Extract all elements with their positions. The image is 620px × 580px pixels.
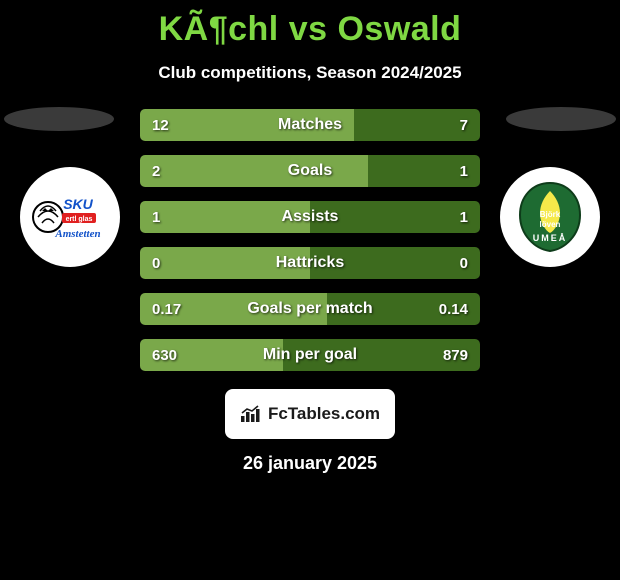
team-logo-right: Björk löven UMEÅ [500,167,600,267]
stat-value-right: 1 [460,163,468,180]
stat-value-right: 879 [443,347,468,364]
bar-segment-left [140,109,354,141]
svg-text:SKU: SKU [63,196,93,212]
svg-text:Björk: Björk [540,210,561,219]
shadow-ellipse-left [4,107,114,131]
chart-icon [240,405,262,423]
stat-value-left: 12 [152,117,169,134]
bar-segment-right [310,201,480,233]
page-title: KÃ¶chl vs Oswald [0,0,620,49]
bar-segment-left [140,201,310,233]
stat-bars-container: 127Matches21Goals11Assists00Hattricks0.1… [140,109,480,371]
svg-text:ertl glas: ertl glas [66,216,93,223]
bar-segment-right [310,247,480,279]
brand-badge: FcTables.com [225,389,395,439]
bar-segment-left [140,247,310,279]
sku-amstetten-icon: SKU ertl glas Amstetten [30,187,110,247]
stat-row: 630879Min per goal [140,339,480,371]
team-logo-left: SKU ertl glas Amstetten [20,167,120,267]
svg-text:löven: löven [540,220,561,229]
stat-value-left: 0 [152,255,160,272]
stat-value-right: 0.14 [439,301,468,318]
svg-text:UMEÅ: UMEÅ [533,233,568,243]
stat-value-left: 1 [152,209,160,226]
stat-row: 21Goals [140,155,480,187]
page-subtitle: Club competitions, Season 2024/2025 [0,63,620,83]
stat-value-left: 2 [152,163,160,180]
bjorkloven-icon: Björk löven UMEÅ [510,177,590,257]
comparison-area: SKU ertl glas Amstetten Björk löven UMEÅ… [0,109,620,371]
stat-value-right: 7 [460,117,468,134]
svg-text:Amstetten: Amstetten [54,228,100,240]
stat-row: 11Assists [140,201,480,233]
bar-segment-left [140,155,368,187]
shadow-ellipse-right [506,107,616,131]
stat-row: 127Matches [140,109,480,141]
stat-value-right: 1 [460,209,468,226]
brand-text: FcTables.com [268,404,380,424]
footer-date: 26 january 2025 [0,453,620,474]
stat-value-left: 630 [152,347,177,364]
stat-value-right: 0 [460,255,468,272]
stat-row: 0.170.14Goals per match [140,293,480,325]
stat-row: 00Hattricks [140,247,480,279]
stat-value-left: 0.17 [152,301,181,318]
